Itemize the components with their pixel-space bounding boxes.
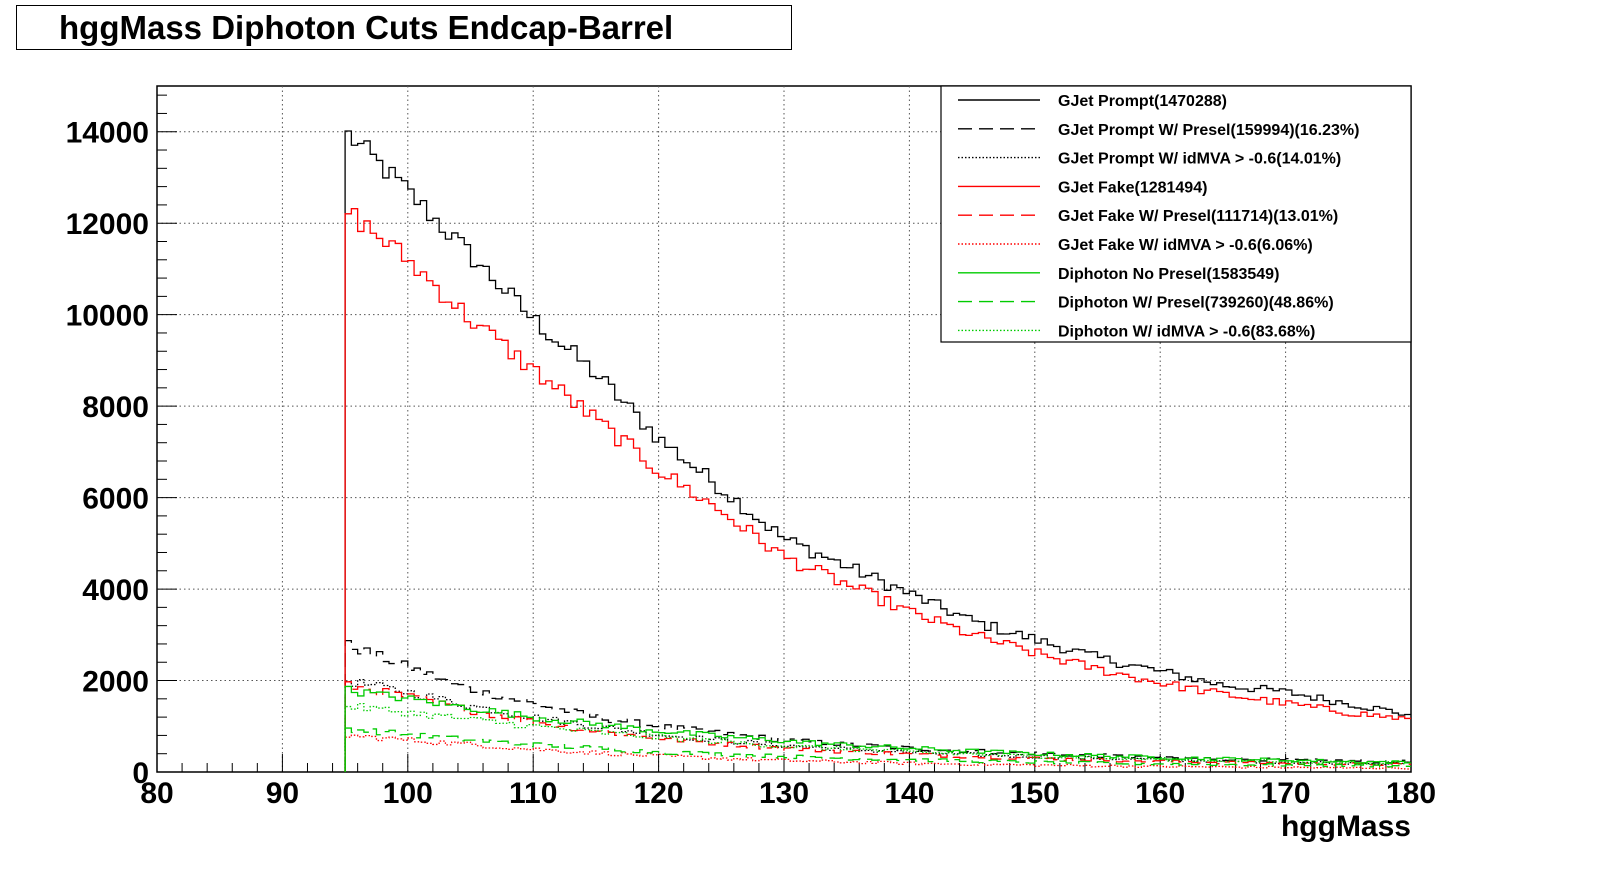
x-tick-label: 110 [509,777,557,810]
legend-box [940,85,1412,343]
x-axis-labels: 80 90 100 110 120 130 140 150 160 170 180 [140,777,1436,810]
legend-label: Diphoton No Presel(1583549) [1058,266,1279,283]
series-line [344,727,1411,772]
y-tick-label: 14000 [66,117,149,150]
x-tick-label: 90 [266,777,299,810]
x-tick-label: 170 [1261,777,1311,810]
y-axis-labels: 0 2000 4000 6000 8000 10000 12000 14000 [66,117,149,790]
y-tick-label: 6000 [82,483,149,516]
legend-label: GJet Fake W/ Presel(111714)(13.01%) [1058,208,1338,225]
x-tick-label: 100 [383,777,433,810]
y-tick-label: 2000 [82,666,149,699]
x-tick-label: 160 [1135,777,1185,810]
legend-label: Diphoton W/ Presel(739260)(48.86%) [1058,295,1334,312]
y-tick-label: 10000 [66,300,149,333]
title-box: hggMass Diphoton Cuts Endcap-Barrel [16,5,792,50]
x-tick-label: 130 [759,777,809,810]
y-tick-label: 8000 [82,391,149,424]
x-tick-label: 180 [1386,777,1436,810]
x-tick-label: 80 [140,777,173,810]
legend-label: GJet Prompt W/ Presel(159994)(16.23%) [1058,122,1359,139]
legend-label: GJet Fake W/ idMVA > -0.6(6.06%) [1058,237,1313,254]
x-tick-label: 140 [884,777,934,810]
x-tick-label: 150 [1010,777,1060,810]
series-line [344,685,1411,772]
y-tick-label: 0 [132,757,149,790]
y-tick-label: 4000 [82,574,149,607]
x-axis-title: hggMass [1281,810,1411,843]
chart-title: hggMass Diphoton Cuts Endcap-Barrel [59,8,674,46]
legend: GJet Prompt(1470288) GJet Prompt W/ Prese… [940,85,1412,343]
legend-label: GJet Prompt W/ idMVA > -0.6(14.01%) [1058,151,1341,168]
series-line [344,130,1411,772]
x-tick-label: 120 [634,777,684,810]
series-line [344,734,1411,772]
legend-label: GJet Prompt(1470288) [1058,93,1227,110]
series-line [344,681,1411,772]
series-line [344,639,1411,772]
y-tick-label: 12000 [66,208,149,241]
legend-label: GJet Fake(1281494) [1058,179,1207,196]
series-group [344,130,1411,772]
series-line [344,208,1411,772]
legend-label: Diphoton W/ idMVA > -0.6(83.68%) [1058,323,1315,340]
